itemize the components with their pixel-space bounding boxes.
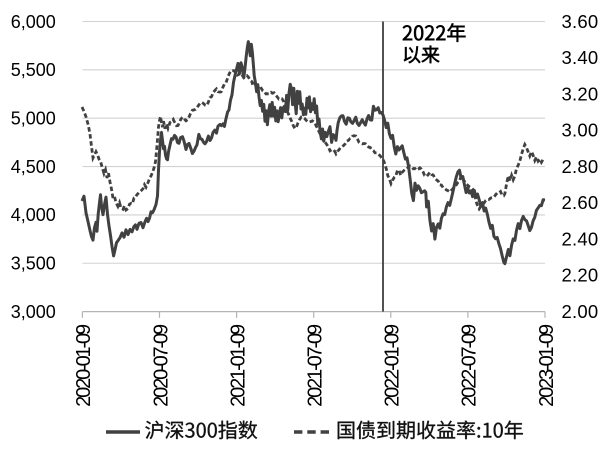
svg-text:2020-07-09: 2020-07-09 [150, 324, 172, 407]
svg-text:3.40: 3.40 [562, 47, 599, 68]
svg-text:2.60: 2.60 [562, 192, 599, 213]
svg-text:2020-01-09: 2020-01-09 [73, 324, 95, 407]
svg-text:4,000: 4,000 [11, 205, 56, 225]
svg-text:2.00: 2.00 [562, 301, 599, 322]
svg-text:3.00: 3.00 [562, 120, 599, 141]
svg-text:6,000: 6,000 [11, 12, 56, 32]
svg-text:4,500: 4,500 [11, 157, 56, 177]
svg-text:2.80: 2.80 [562, 156, 599, 177]
svg-text:2022-01-09: 2022-01-09 [382, 324, 404, 407]
svg-text:5,500: 5,500 [11, 60, 56, 80]
svg-text:2023-01-09: 2023-01-09 [536, 324, 558, 407]
svg-text:2.20: 2.20 [562, 265, 599, 286]
svg-text:2021-01-09: 2021-01-09 [227, 324, 249, 407]
svg-text:2.40: 2.40 [562, 228, 599, 249]
svg-text:2022-07-09: 2022-07-09 [459, 324, 481, 407]
svg-text:3.60: 3.60 [562, 11, 599, 32]
svg-text:3,500: 3,500 [11, 254, 56, 274]
svg-text:2021-07-09: 2021-07-09 [305, 324, 327, 407]
svg-text:5,000: 5,000 [11, 109, 56, 129]
svg-text:3,000: 3,000 [11, 302, 56, 322]
svg-text:3.20: 3.20 [562, 83, 599, 104]
